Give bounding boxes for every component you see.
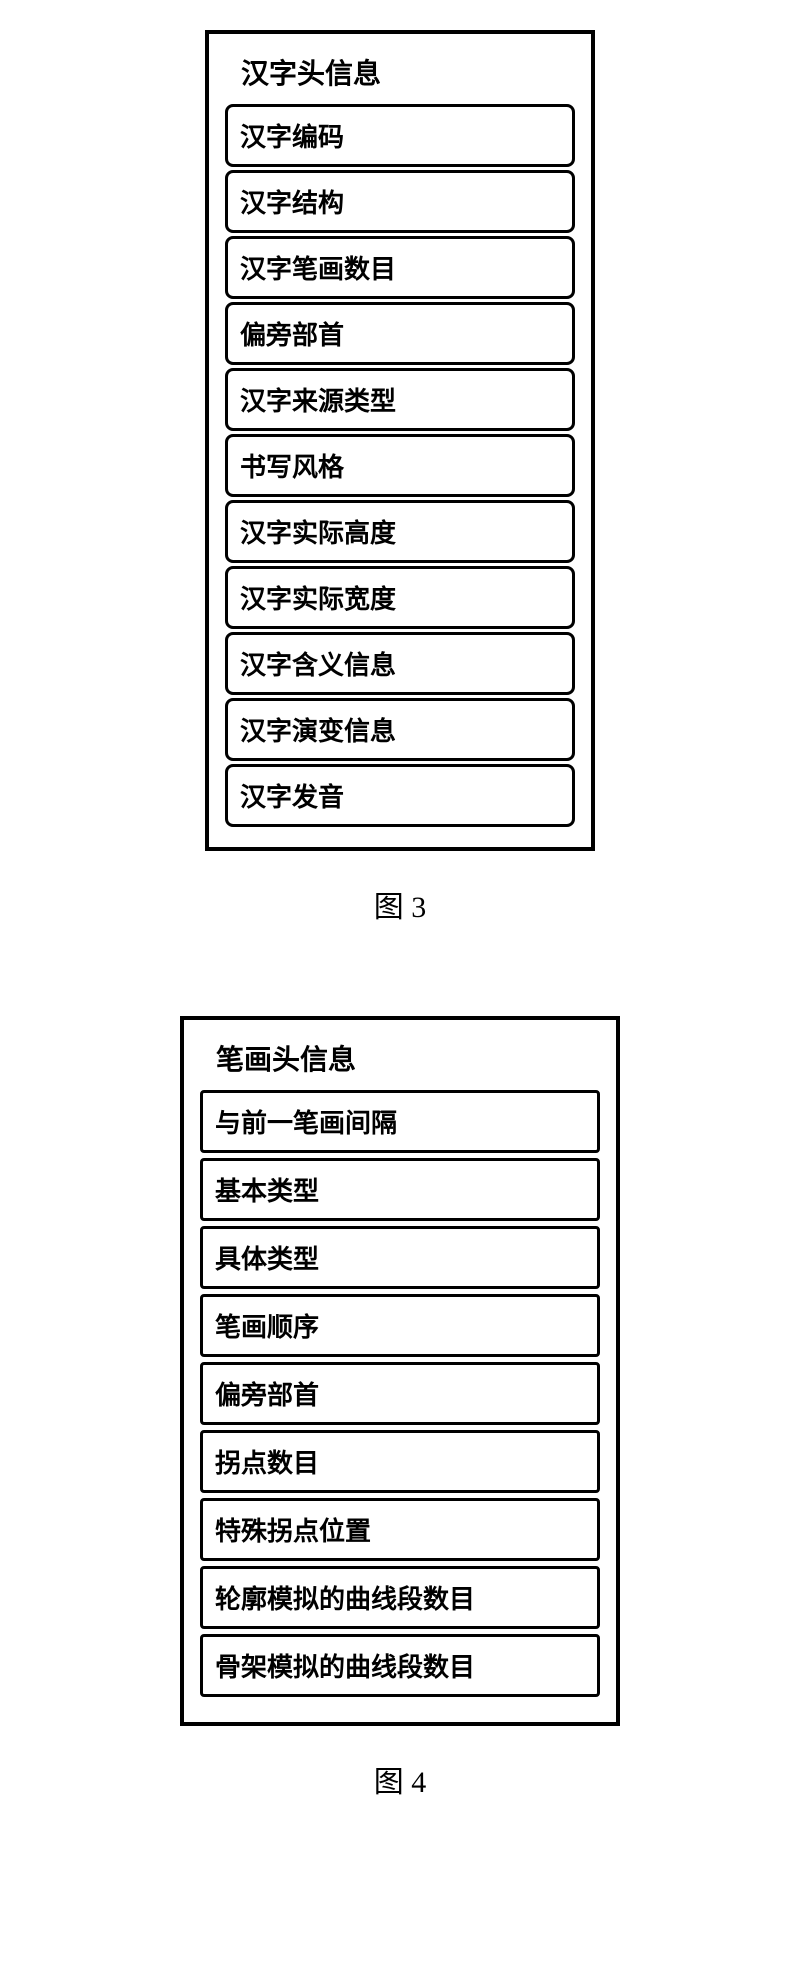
list-item: 与前一笔画间隔 [200, 1090, 600, 1153]
list-item: 基本类型 [200, 1158, 600, 1221]
list-item: 汉字演变信息 [225, 698, 575, 761]
figure2-box: 笔画头信息 与前一笔画间隔 基本类型 具体类型 笔画顺序 偏旁部首 拐点数目 特… [180, 1016, 620, 1726]
list-item: 汉字实际高度 [225, 500, 575, 563]
list-item: 笔画顺序 [200, 1294, 600, 1357]
figure2-caption: 图 4 [374, 1757, 427, 1801]
list-item: 汉字含义信息 [225, 632, 575, 695]
list-item: 汉字发音 [225, 764, 575, 827]
figure2-title: 笔画头信息 [216, 1038, 600, 1078]
list-item: 汉字编码 [225, 104, 575, 167]
list-item: 汉字结构 [225, 170, 575, 233]
figure1-title: 汉字头信息 [241, 52, 575, 92]
list-item: 具体类型 [200, 1226, 600, 1289]
list-item: 汉字笔画数目 [225, 236, 575, 299]
list-item: 书写风格 [225, 434, 575, 497]
list-item: 汉字来源类型 [225, 368, 575, 431]
list-item: 拐点数目 [200, 1430, 600, 1493]
list-item: 轮廓模拟的曲线段数目 [200, 1566, 600, 1629]
figure1-box: 汉字头信息 汉字编码 汉字结构 汉字笔画数目 偏旁部首 汉字来源类型 书写风格 … [205, 30, 595, 851]
list-item: 汉字实际宽度 [225, 566, 575, 629]
list-item: 偏旁部首 [225, 302, 575, 365]
list-item: 偏旁部首 [200, 1362, 600, 1425]
list-item: 骨架模拟的曲线段数目 [200, 1634, 600, 1697]
list-item: 特殊拐点位置 [200, 1498, 600, 1561]
page-container: 汉字头信息 汉字编码 汉字结构 汉字笔画数目 偏旁部首 汉字来源类型 书写风格 … [0, 0, 800, 1851]
figure1-caption: 图 3 [374, 882, 427, 926]
